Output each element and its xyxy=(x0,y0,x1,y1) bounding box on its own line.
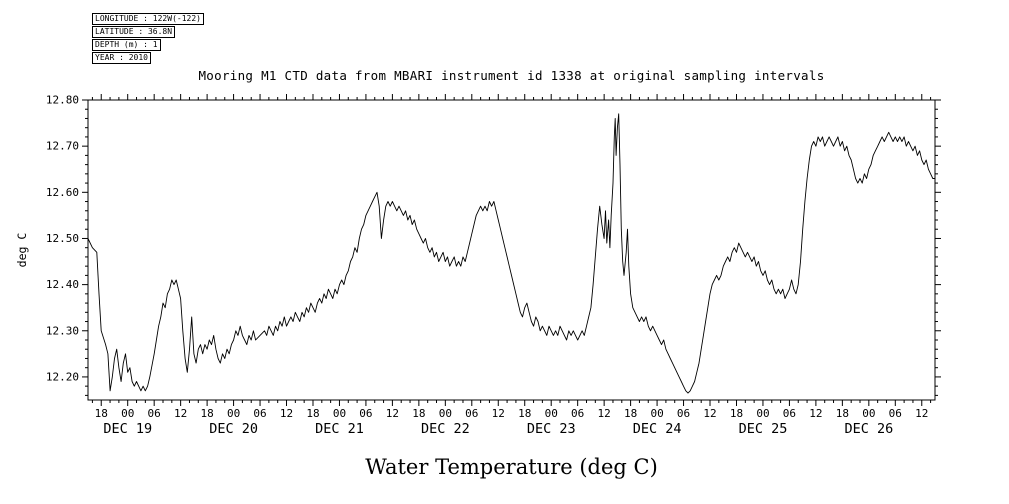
x-date-label: DEC 21 xyxy=(315,421,364,437)
metadata-block: LONGITUDE : 122W(-122) LATITUDE : 36.8N … xyxy=(92,13,204,65)
x-date-label: DEC 25 xyxy=(739,421,788,437)
x-hour-label: 00 xyxy=(227,407,240,420)
x-hour-label: 06 xyxy=(148,407,161,420)
x-hour-label: 12 xyxy=(915,407,928,420)
y-tick-label: 12.40 xyxy=(46,278,79,291)
x-hour-label: 00 xyxy=(439,407,452,420)
x-hour-label: 00 xyxy=(545,407,558,420)
x-hour-label: 18 xyxy=(412,407,425,420)
y-tick-label: 12.60 xyxy=(46,186,79,199)
y-tick-label: 12.30 xyxy=(46,324,79,337)
temperature-line xyxy=(87,113,935,394)
x-hour-label: 18 xyxy=(200,407,213,420)
x-date-label: DEC 22 xyxy=(421,421,470,437)
y-tick-label: 12.80 xyxy=(46,94,79,107)
x-hour-label: 18 xyxy=(95,407,108,420)
x-hour-label: 18 xyxy=(730,407,743,420)
x-hour-label: 12 xyxy=(174,407,187,420)
x-date-label: DEC 19 xyxy=(103,421,152,437)
meta-longitude: LONGITUDE : 122W(-122) xyxy=(92,13,204,25)
x-hour-label: 06 xyxy=(571,407,584,420)
x-hour-label: 06 xyxy=(465,407,478,420)
y-axis-label: deg C xyxy=(15,232,29,268)
x-hour-label: 12 xyxy=(703,407,716,420)
x-hour-label: 00 xyxy=(121,407,134,420)
x-hour-label: 12 xyxy=(598,407,611,420)
x-date-label: DEC 24 xyxy=(633,421,682,437)
x-hour-label: 06 xyxy=(253,407,266,420)
meta-depth: DEPTH (m) : 1 xyxy=(92,39,161,51)
x-hour-label: 00 xyxy=(756,407,769,420)
x-hour-label: 12 xyxy=(280,407,293,420)
x-date-label: DEC 20 xyxy=(209,421,258,437)
x-hour-label: 06 xyxy=(783,407,796,420)
x-date-label: DEC 26 xyxy=(844,421,893,437)
x-hour-label: 00 xyxy=(333,407,346,420)
tick-labels: 18 00 06 12 18 00 06 12 18 00 06 12 18 00 06 12 18 00 06 12… xyxy=(46,94,929,438)
y-tick-label: 12.50 xyxy=(46,232,79,245)
x-hour-label: 06 xyxy=(889,407,902,420)
figure-caption: Water Temperature (deg C) xyxy=(365,455,658,479)
x-hour-label: 00 xyxy=(862,407,875,420)
meta-latitude: LATITUDE : 36.8N xyxy=(92,26,176,38)
x-hour-label: 12 xyxy=(386,407,399,420)
y-tick-label: 12.20 xyxy=(46,370,79,383)
y-tick-label: 12.70 xyxy=(46,140,79,153)
x-date-label: DEC 23 xyxy=(527,421,576,437)
x-hour-label: 12 xyxy=(492,407,505,420)
chart-title: Mooring M1 CTD data from MBARI instrumen… xyxy=(198,68,825,83)
x-hour-label: 06 xyxy=(677,407,690,420)
x-hour-label: 18 xyxy=(624,407,637,420)
x-hour-label: 18 xyxy=(306,407,319,420)
x-hour-label: 00 xyxy=(650,407,663,420)
x-hour-label: 18 xyxy=(518,407,531,420)
meta-year: YEAR : 2010 xyxy=(92,52,151,64)
axes xyxy=(82,94,941,406)
x-hour-label: 18 xyxy=(836,407,849,420)
x-hour-label: 12 xyxy=(809,407,822,420)
plot-border xyxy=(87,99,936,401)
x-hour-label: 06 xyxy=(359,407,372,420)
